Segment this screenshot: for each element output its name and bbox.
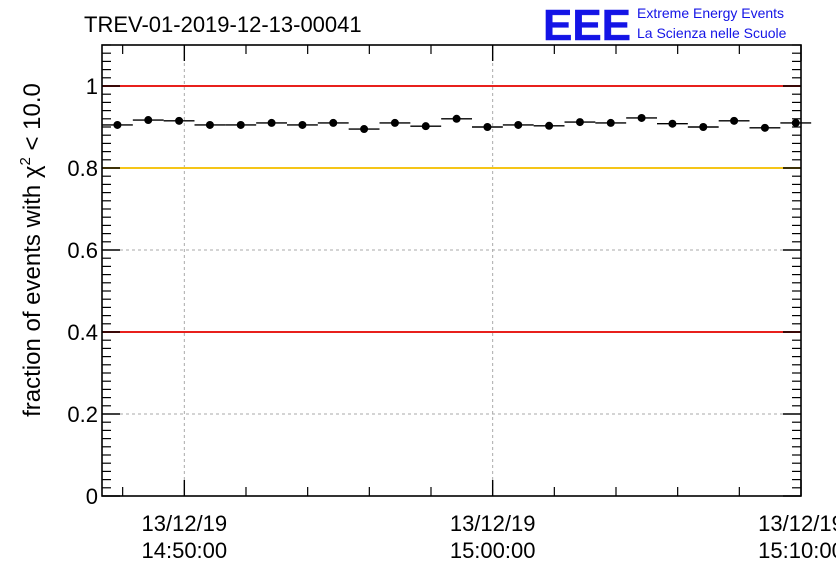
data-point <box>545 121 554 130</box>
y-tick-label: 0 <box>86 484 98 509</box>
y-tick-label: 0.4 <box>67 320 98 345</box>
data-point <box>329 118 338 127</box>
data-point <box>514 120 523 129</box>
data-point <box>144 116 153 125</box>
data-point <box>298 120 307 129</box>
data-point <box>760 123 769 132</box>
y-axis-label-prefix: fraction of events with <box>19 178 46 417</box>
y-axis-label-exponent: 2 <box>17 157 34 165</box>
x-tick-labels: 13/12/1914:50:0013/12/1915:00:0013/12/19… <box>142 511 836 563</box>
y-axis-label-chi: χ <box>19 165 46 178</box>
data-point <box>637 113 646 122</box>
reference-lines <box>102 85 801 333</box>
x-tick-label-date: 13/12/19 <box>758 511 836 536</box>
data-point <box>175 116 184 125</box>
data-point <box>267 118 276 127</box>
y-tick-label: 0.6 <box>67 238 98 263</box>
y-tick-label: 1 <box>86 74 98 99</box>
data-point <box>483 123 492 131</box>
data-point <box>421 122 430 131</box>
data-series-fraction <box>102 113 812 134</box>
data-point <box>606 118 615 127</box>
chart-title: TREV-01-2019-12-13-00041 <box>84 12 362 37</box>
logo-line-1: Extreme Energy Events <box>637 5 784 21</box>
x-tick-label-time: 15:10:00 <box>758 538 836 563</box>
eee-logo: EEE Extreme Energy Events La Scienza nel… <box>543 1 787 51</box>
y-tick-label: 0.2 <box>67 402 98 427</box>
logo-line-2: La Scienza nelle Scuole <box>637 25 787 41</box>
x-tick-label-date: 13/12/19 <box>450 511 536 536</box>
data-point <box>360 125 369 134</box>
x-tick-label-date: 13/12/19 <box>142 511 228 536</box>
x-tick-label-time: 14:50:00 <box>142 538 228 563</box>
axis-ticks <box>102 44 802 497</box>
data-point <box>699 123 708 131</box>
y-tick-labels: 0 0.2 0.4 0.6 0.8 1 <box>67 74 98 509</box>
data-point <box>668 119 677 128</box>
plot-frame <box>101 44 802 497</box>
data-point <box>236 120 245 129</box>
grid-lines <box>102 45 802 496</box>
data-point <box>575 118 584 127</box>
data-point <box>730 116 739 125</box>
y-tick-label: 0.8 <box>67 156 98 181</box>
data-point <box>113 120 122 129</box>
data-point <box>390 118 399 127</box>
data-point <box>791 118 800 127</box>
y-axis-label: fraction of events with χ2 < 10.0 <box>17 83 46 417</box>
x-tick-label-time: 15:00:00 <box>450 538 536 563</box>
logo-eee-text: EEE <box>543 1 631 50</box>
data-point <box>205 120 214 129</box>
data-point <box>452 114 461 123</box>
y-axis-label-suffix: < 10.0 <box>19 83 46 157</box>
